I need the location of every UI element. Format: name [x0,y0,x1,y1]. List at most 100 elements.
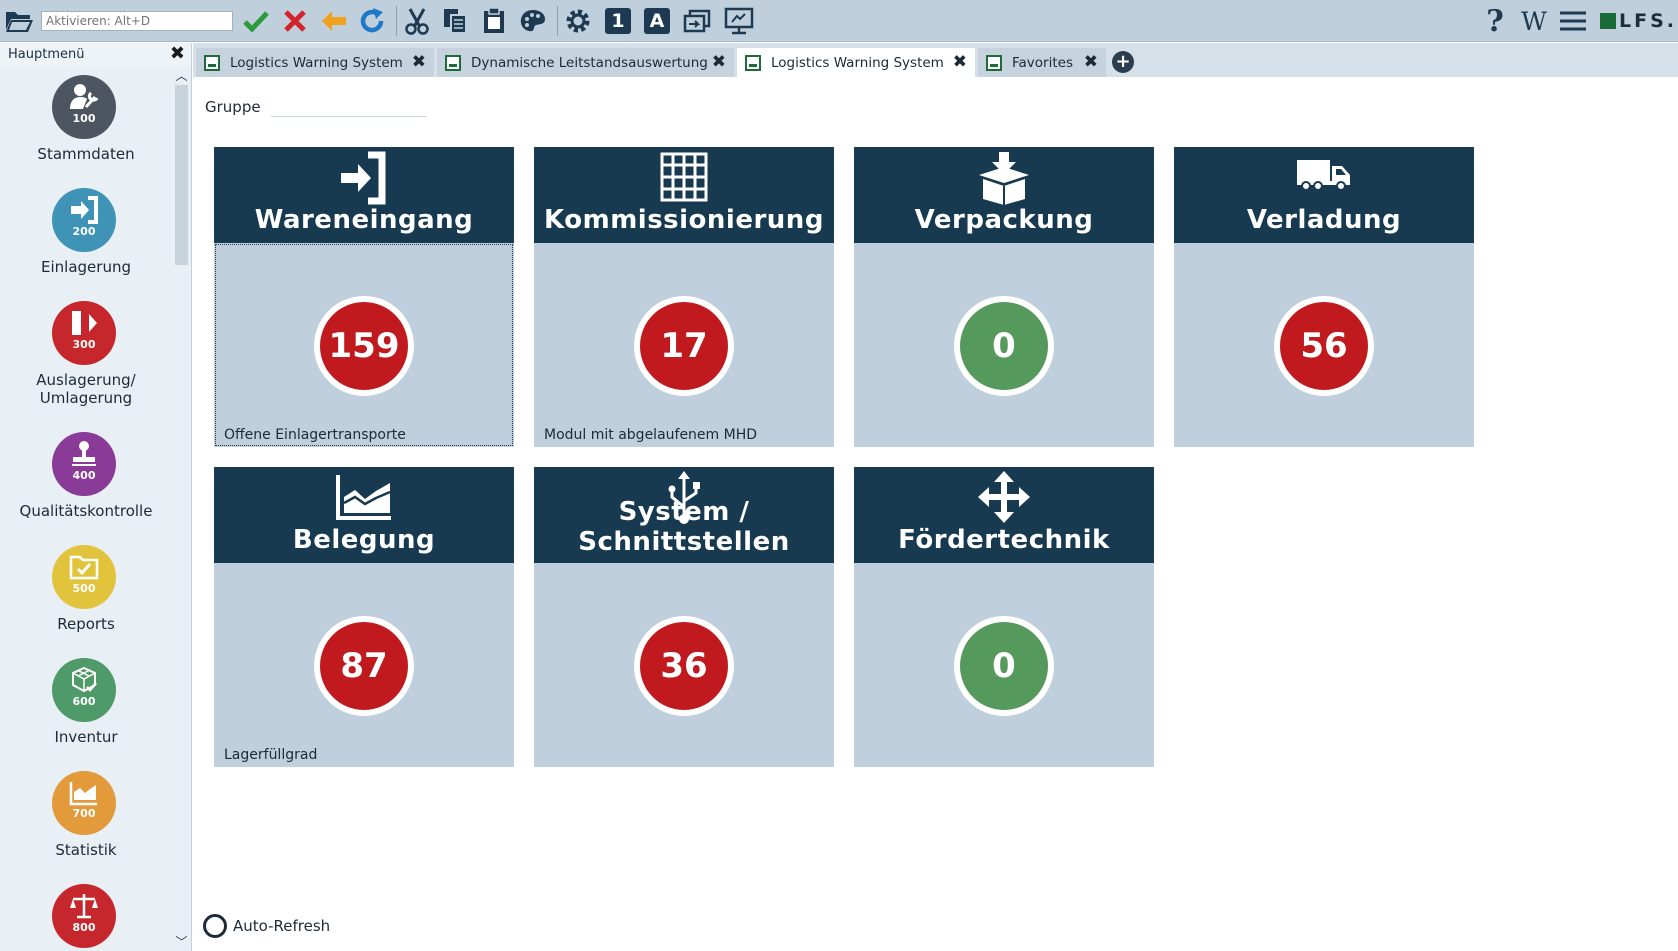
tile-value: 159 [320,302,408,390]
activate-search-input[interactable] [41,11,233,31]
tile-header: Wareneingang [214,147,514,243]
sidebar-item-label: Inventur [54,728,118,746]
menu-button[interactable] [1556,4,1590,38]
tile-foerdertechnik[interactable]: Fördertechnik 0 [854,467,1154,767]
window-switch-button[interactable] [680,4,714,38]
boxes-check-icon [72,666,97,693]
sidebar-item-label: Statistik [55,841,117,859]
tile-body: 0 [854,563,1154,767]
refresh-button[interactable] [355,4,389,38]
palette-button[interactable] [516,4,550,38]
tile-title: Belegung [292,525,436,555]
scroll-up-icon[interactable]: ︿ [175,69,188,83]
tab-dynamische-leitstandsauswertung[interactable]: Dynamische Leitstandsauswertung ✖ [437,48,734,77]
sidebar-scrollbar[interactable]: ︿ ﹀ [172,67,190,951]
tab-label: Favorites [1012,54,1073,71]
sign-in-icon [341,151,386,205]
sidebar-item-inventur[interactable]: 600 Inventur [0,650,172,763]
tile-badge: 159 [314,296,414,396]
tile-header: Kommissionierung [534,147,834,243]
monitor-icon [724,7,754,35]
sign-in-icon [71,196,98,224]
sidebar-item-auslagerung[interactable]: 300 Auslagerung/ Umlagerung [0,293,172,424]
copy-button[interactable] [438,4,472,38]
scrollbar-thumb[interactable] [175,85,188,265]
sidebar-item-label: Reports [57,615,115,633]
tile-title: Fördertechnik [898,525,1110,555]
usb-icon [668,471,700,524]
scissors-icon [405,8,429,35]
tab-close-icon[interactable]: ✖ [1083,52,1098,72]
sidebar-item-label: Einlagerung [41,258,131,276]
sidebar-item-badge: 700 [52,771,116,835]
tile-badge: 87 [314,616,414,716]
tile-icon-wrap [534,469,834,525]
scale-icon [70,894,98,919]
folder-open-button[interactable] [2,4,36,38]
sidebar-item-number: 700 [72,807,96,820]
sidebar-item-einlagerung[interactable]: 200 Einlagerung [0,180,172,293]
sidebar-item-800[interactable]: 800 [0,876,172,951]
auto-refresh-toggle[interactable]: Auto-Refresh [203,914,330,938]
tile-header: Verpackung [854,147,1154,243]
tile-subtitle: Modul mit abgelaufenem MHD [544,427,758,443]
tile-icon-wrap [854,151,1154,205]
move-arrows-icon [978,471,1030,523]
tile-badge: 56 [1274,296,1374,396]
letter-a-icon: A [644,8,670,34]
tab-close-icon[interactable]: ✖ [711,52,726,72]
sidebar-item-label: Stammdaten [37,145,135,163]
area-chart-icon [336,475,391,520]
tile-belegung[interactable]: Belegung 87 Lagerfüllgrad [214,467,514,767]
cancel-button[interactable] [278,4,312,38]
remote-screen-button[interactable] [722,4,756,38]
lfs-logo: LFS. [1600,9,1677,33]
sidebar-item-qualitaetskontrolle[interactable]: 400 Qualitätskontrolle [0,424,172,537]
paste-button[interactable] [477,4,511,38]
tile-body: 87 Lagerfüllgrad [214,563,514,767]
tab-logistics-warning-system-2[interactable]: Logistics Warning System ✖ [737,48,975,77]
tile-verladung[interactable]: Verladung 56 [1174,147,1474,447]
copy-icon [444,9,467,34]
tile-body: 17 Modul mit abgelaufenem MHD [534,243,834,447]
cut-button[interactable] [400,4,434,38]
letter-a-button[interactable]: A [640,4,674,38]
gruppe-label: Gruppe [205,98,261,116]
main-content: Gruppe Wareneingang 159 Offene Einlagert… [193,77,1678,951]
stamp-icon [72,441,96,466]
sidebar-item-number: 100 [72,112,96,125]
sidebar-close-icon[interactable]: ✖ [169,43,185,64]
confirm-button[interactable] [239,4,273,38]
tile-wareneingang[interactable]: Wareneingang 159 Offene Einlagertranspor… [214,147,514,447]
wiki-icon: W [1521,6,1547,36]
close-icon [284,10,306,32]
tile-kommissionierung[interactable]: Kommissionierung 17 Modul mit abgelaufen… [534,147,834,447]
gruppe-input[interactable] [271,95,426,117]
sidebar-item-badge: 300 [52,301,116,365]
tile-system-schnittstellen[interactable]: System / Schnittstellen 36 [534,467,834,767]
add-tab-icon[interactable]: + [1112,51,1134,73]
tile-title-line: System / [618,497,750,527]
tab-close-icon[interactable]: ✖ [952,52,967,72]
tab-close-icon[interactable]: ✖ [411,52,426,72]
sidebar-item-badge: 400 [52,432,116,496]
tab-logistics-warning-system-1[interactable]: Logistics Warning System ✖ [196,48,434,77]
gear-icon [566,9,590,33]
one-button[interactable]: 1 [601,4,635,38]
settings-button[interactable] [561,4,595,38]
main-toolbar: 1 A ? W LFS. [0,0,1678,42]
sidebar-header: Hauptmenü ✖ [0,43,191,67]
back-button[interactable] [317,4,351,38]
tab-favorites[interactable]: Favorites ✖ [978,48,1106,77]
sidebar-item-reports[interactable]: 500 Reports [0,537,172,650]
tile-value: 87 [320,622,408,710]
help-button[interactable]: ? [1478,4,1512,39]
tile-header: Verladung [1174,147,1474,243]
sidebar-item-statistik[interactable]: 700 Statistik [0,763,172,876]
auto-refresh-checkbox[interactable] [203,914,227,938]
tile-verpackung[interactable]: Verpackung 0 [854,147,1154,447]
scroll-down-icon[interactable]: ﹀ [175,935,188,949]
folder-open-icon [6,12,33,32]
sidebar-item-stammdaten[interactable]: 100 Stammdaten [0,67,172,180]
wiki-button[interactable]: W [1517,4,1551,38]
